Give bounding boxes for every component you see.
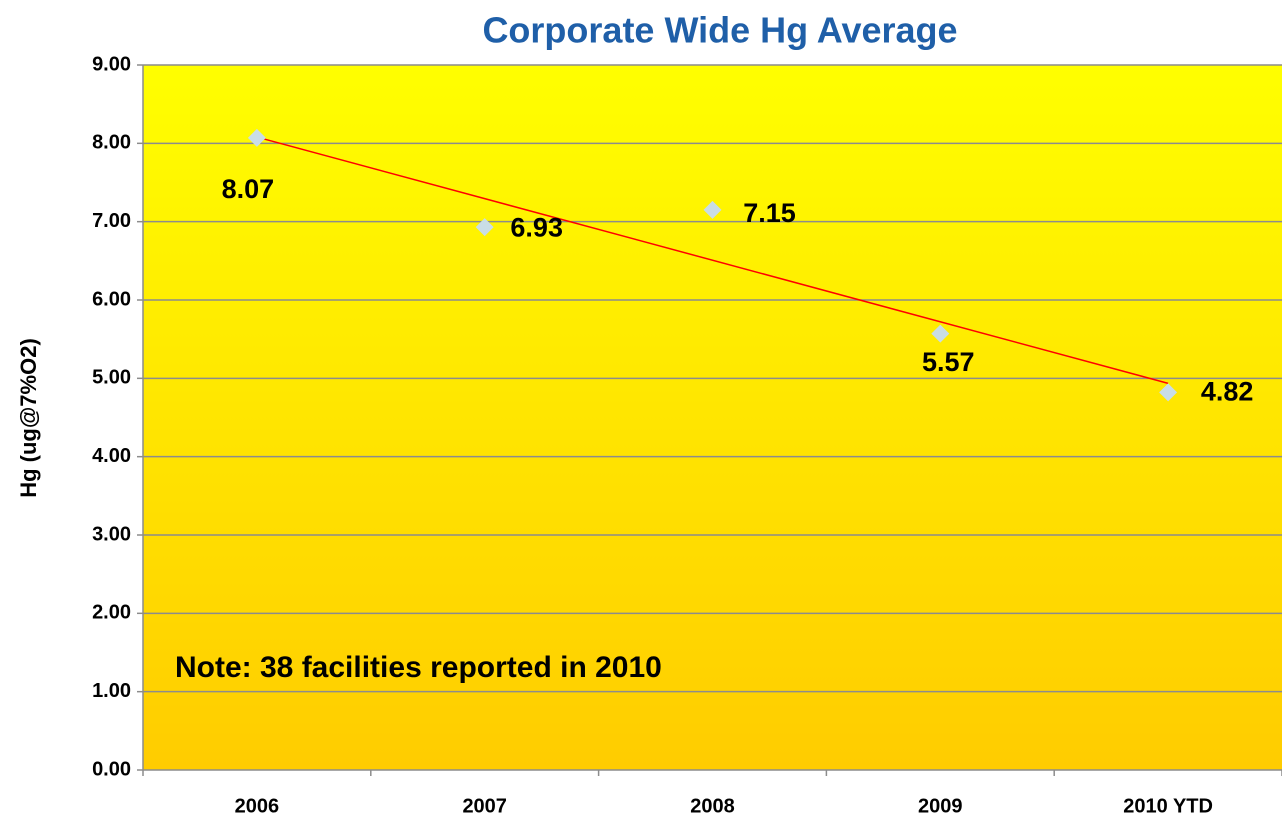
y-tick-label: 8.00 [92,132,131,154]
chart-title: Corporate Wide Hg Average [482,10,957,51]
x-tick-label: 2006 [235,795,280,817]
marker [247,128,266,147]
plot-area [143,65,1282,770]
y-tick-label: 1.00 [92,680,131,702]
marker [1159,383,1178,402]
y-tick-label: 4.00 [92,445,131,467]
y-tick-label: 2.00 [92,602,131,624]
y-tick-label: 6.00 [92,288,131,310]
data-label: 8.07 [222,174,275,204]
data-label: 7.15 [743,198,796,228]
y-tick-label: 3.00 [92,523,131,545]
x-tick-label: 2009 [918,795,963,817]
data-label: 4.82 [1201,377,1254,407]
y-axis-label: Hg (ug@7%O2) [16,338,41,498]
marker [475,218,494,237]
y-tick-label: 5.00 [92,367,131,389]
y-tick-label: 7.00 [92,210,131,232]
y-tick-label: 9.00 [92,53,131,75]
y-tick-label: 0.00 [92,758,131,780]
trendline [256,136,1169,385]
data-label: 6.93 [510,212,563,242]
x-tick-label: 2010 YTD [1123,795,1213,817]
data-label: 5.57 [922,347,975,377]
marker [931,324,950,343]
annotation: Note: 38 facilities reported in 2010 [175,651,662,684]
x-tick-label: 2008 [690,795,735,817]
x-tick-label: 2007 [462,795,507,817]
marker [703,200,722,219]
